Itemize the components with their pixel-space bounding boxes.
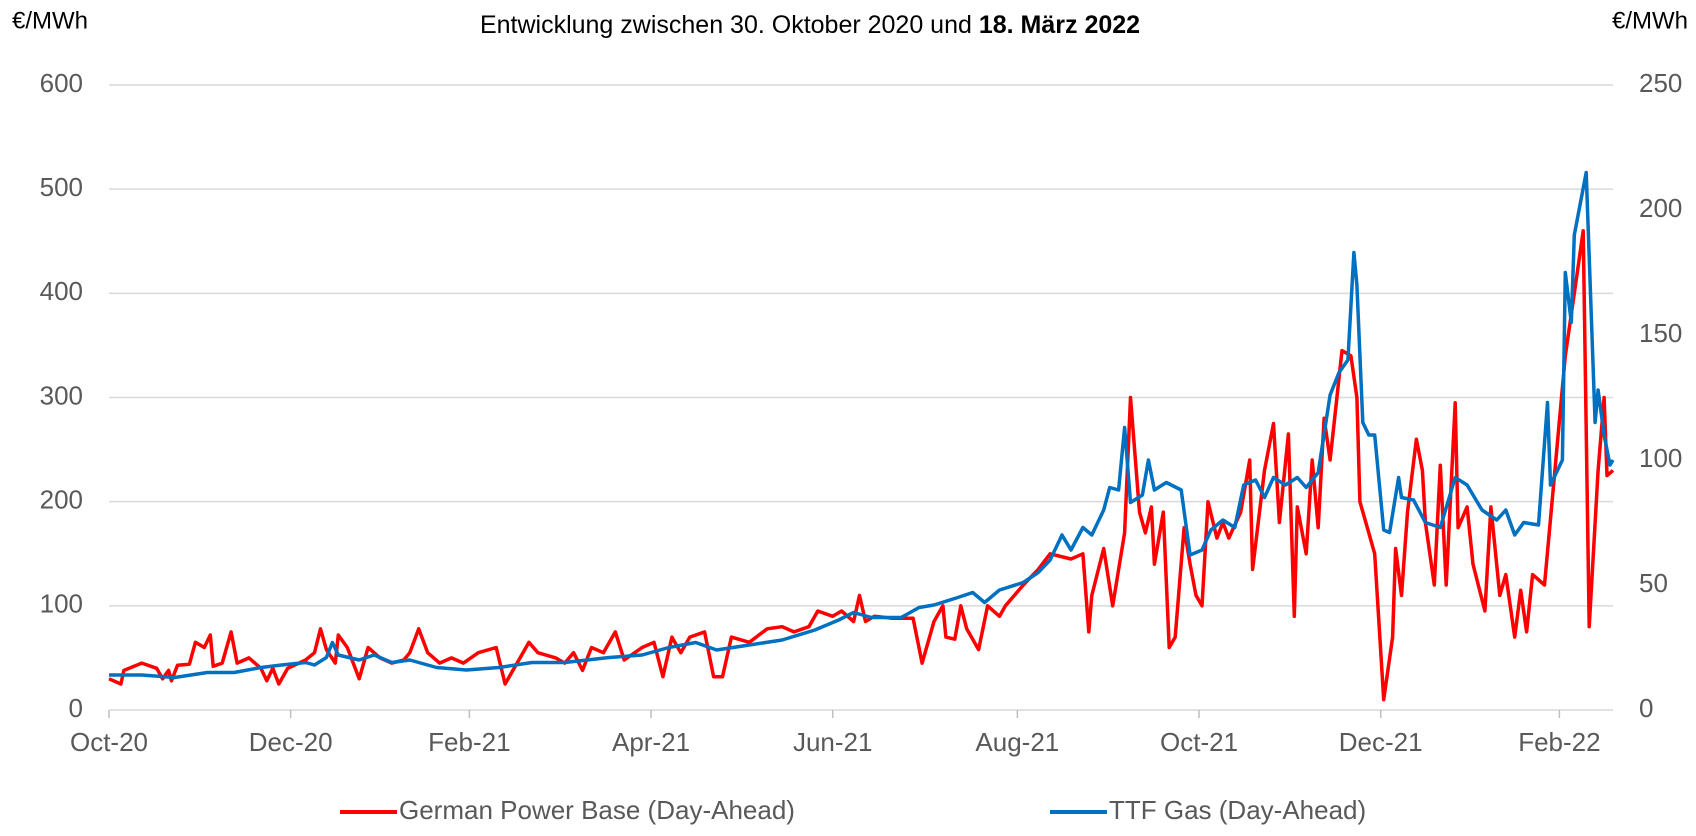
y2-tick-label: 150 — [1639, 318, 1682, 348]
x-tick-label: Oct-20 — [70, 727, 148, 757]
y-tick-label: 600 — [40, 68, 83, 98]
y-axis-label: €/MWh — [12, 7, 88, 34]
y2-tick-label: 200 — [1639, 193, 1682, 223]
x-tick-label: Apr-21 — [612, 727, 690, 757]
x-tick-label: Dec-20 — [249, 727, 333, 757]
x-tick-label: Feb-21 — [428, 727, 510, 757]
x-tick-label: Aug-21 — [975, 727, 1059, 757]
legend-label: German Power Base (Day-Ahead) — [399, 795, 795, 825]
x-tick-label: Dec-21 — [1339, 727, 1423, 757]
y-tick-label: 0 — [69, 693, 83, 723]
y-tick-label: 400 — [40, 276, 83, 306]
y2-tick-label: 50 — [1639, 568, 1668, 598]
x-tick-label: Oct-21 — [1160, 727, 1238, 757]
y2-tick-label: 250 — [1639, 68, 1682, 98]
x-tick-label: Feb-22 — [1518, 727, 1600, 757]
y-tick-label: 300 — [40, 380, 83, 410]
title-text: Entwicklung zwischen 30. Oktober 2020 un… — [480, 11, 979, 39]
y2-axis-label: €/MWh — [1612, 7, 1688, 34]
series-line — [109, 170, 1615, 680]
x-tick-label: Jun-21 — [793, 727, 873, 757]
y2-tick-label: 100 — [1639, 443, 1682, 473]
series-line — [108, 229, 1615, 702]
y2-tick-label: 0 — [1639, 693, 1653, 723]
y-tick-label: 100 — [40, 589, 83, 619]
y-tick-label: 500 — [40, 172, 83, 202]
title-bold: 18. März 2022 — [979, 11, 1140, 39]
legend-label: TTF Gas (Day-Ahead) — [1109, 795, 1366, 825]
y-tick-label: 200 — [40, 485, 83, 515]
chart-title: Entwicklung zwischen 30. Oktober 2020 un… — [480, 11, 1140, 39]
